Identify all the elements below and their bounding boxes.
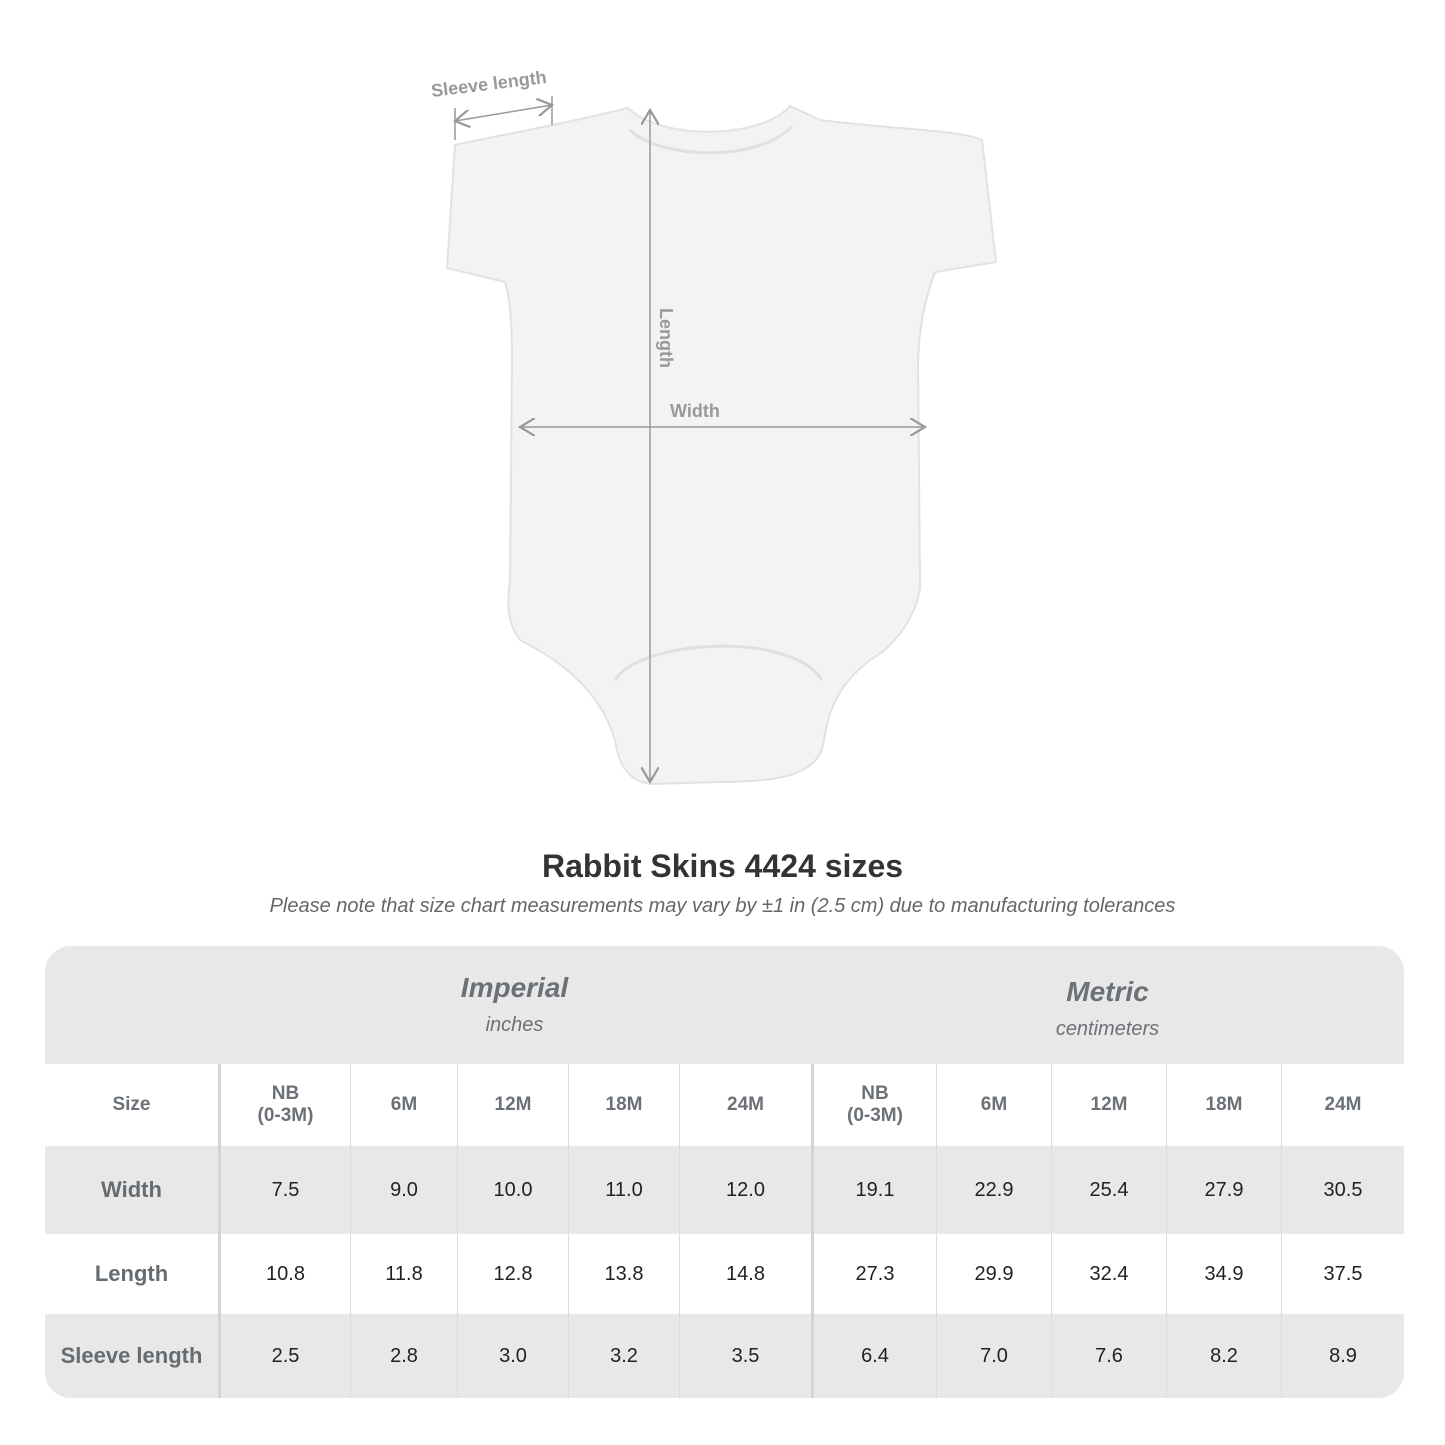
measurement-cell: 3.5 — [679, 1314, 811, 1398]
chart-title: Rabbit Skins 4424 sizes — [541, 848, 904, 884]
size-column-header: 18M — [568, 1064, 679, 1146]
measurement-cell: 25.4 — [1051, 1146, 1166, 1234]
bodysuit-shape — [445, 104, 998, 786]
row-label: Length — [94, 1261, 169, 1286]
size-table: Imperial inches Metric centimeters Size N… — [45, 946, 1404, 1398]
measurement-cell: 12.0 — [679, 1146, 811, 1234]
size-column-header: 12M — [457, 1064, 568, 1146]
table-row: Width 7.5 9.0 10.0 11.0 12.0 19.1 22.9 25.4 27.9 3… — [45, 1146, 1404, 1234]
measurement-cell: 2.5 — [218, 1314, 350, 1398]
measurement-cell: 34.9 — [1166, 1234, 1281, 1314]
imperial-unit: inches — [485, 1014, 544, 1036]
measurement-cell: 29.9 — [936, 1234, 1051, 1314]
measurement-cell: 10.8 — [218, 1234, 350, 1314]
bodysuit-illustration: Sleeve length Length Width — [430, 67, 998, 786]
size-header-row: Size NB (0-3M) 6M 12M 18M 24M NB (0-3M) 6M 12M 18… — [45, 1064, 1404, 1146]
measurement-cell: 30.5 — [1281, 1146, 1404, 1234]
size-column-header: 6M — [936, 1064, 1051, 1146]
size-label: Size — [112, 1094, 151, 1115]
metric-title: Metric — [1066, 976, 1149, 1007]
size-column-header: 6M — [350, 1064, 457, 1146]
measurement-cell: 12.8 — [457, 1234, 568, 1314]
sleeve-arrow — [455, 105, 552, 121]
measurement-cell: 10.0 — [457, 1146, 568, 1234]
measurement-cell: 7.6 — [1051, 1314, 1166, 1398]
measurement-cell: 37.5 — [1281, 1234, 1404, 1314]
table-row: Sleeve length 2.5 2.8 3.0 3.2 3.5 6.4 7.0 7.6 8.2… — [45, 1314, 1404, 1398]
measurement-cell: 14.8 — [679, 1234, 811, 1314]
measurement-cell: 11.8 — [350, 1234, 457, 1314]
measurement-cell: 6.4 — [811, 1314, 936, 1398]
size-column-header: 24M — [679, 1064, 811, 1146]
measurement-cell: 13.8 — [568, 1234, 679, 1314]
measurement-cell: 3.2 — [568, 1314, 679, 1398]
measurement-cell: 11.0 — [568, 1146, 679, 1234]
width-label: Width — [670, 401, 720, 421]
measurement-cell: 27.3 — [811, 1234, 936, 1314]
imperial-header: Imperial inches — [218, 946, 811, 1090]
length-label: Length — [656, 308, 676, 368]
measurement-cell: 19.1 — [811, 1146, 936, 1234]
measurement-cell: 3.0 — [457, 1314, 568, 1398]
row-label: Width — [101, 1177, 162, 1202]
size-column-header: 18M — [1166, 1064, 1281, 1146]
measurement-cell: 9.0 — [350, 1146, 457, 1234]
size-column-header: 12M — [1051, 1064, 1166, 1146]
size-column-header: NB (0-3M) — [811, 1064, 936, 1146]
sleeve-length-label: Sleeve length — [430, 67, 548, 101]
table-row: Length 10.8 11.8 12.8 13.8 14.8 27.3 29.9 32.4 34… — [45, 1234, 1404, 1314]
measurement-cell: 7.0 — [936, 1314, 1051, 1398]
row-label: Sleeve length — [60, 1343, 203, 1368]
measurement-cell: 27.9 — [1166, 1146, 1281, 1234]
size-column-header: NB (0-3M) — [218, 1064, 350, 1146]
metric-header: Metric centimeters — [811, 946, 1404, 1094]
measurement-cell: 2.8 — [350, 1314, 457, 1398]
measurement-cell: 32.4 — [1051, 1234, 1166, 1314]
metric-unit: centimeters — [1055, 1018, 1160, 1040]
measurement-cell: 8.9 — [1281, 1314, 1404, 1398]
size-column-header: 24M — [1281, 1064, 1404, 1146]
measurement-cell: 7.5 — [218, 1146, 350, 1234]
tolerance-note: Please note that size chart measurements… — [269, 895, 1176, 917]
measurement-cell: 22.9 — [936, 1146, 1051, 1234]
imperial-title: Imperial — [460, 972, 569, 1003]
measurement-cell: 8.2 — [1166, 1314, 1281, 1398]
